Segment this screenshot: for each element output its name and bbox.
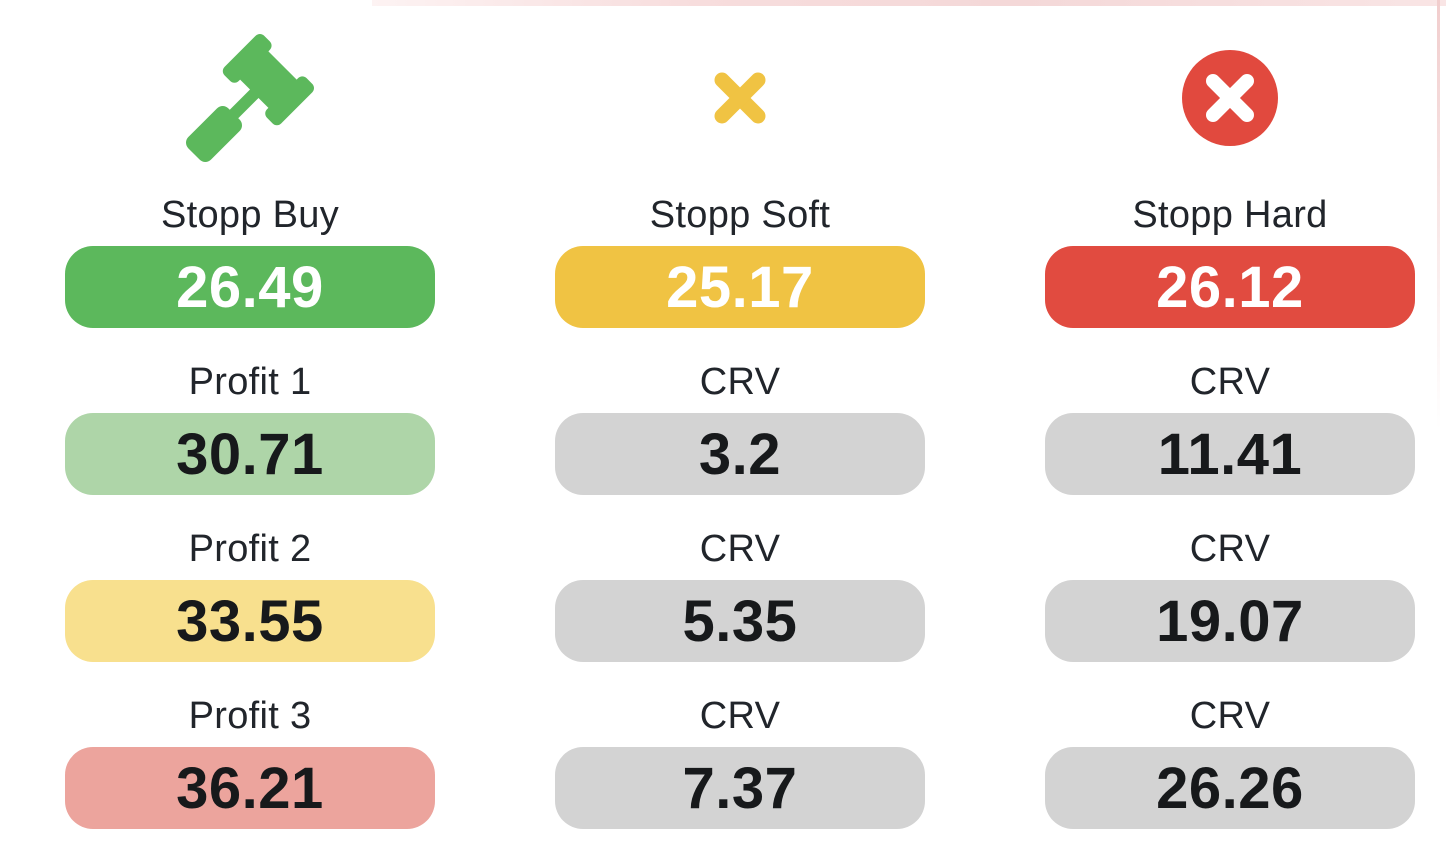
profit-1-value-pill: 30.71: [65, 413, 435, 495]
metric-group-crv-6: CRV 26.26: [1045, 695, 1415, 829]
stop-profit-panel: Stopp Buy 26.49 Profit 1 30.71 Profit 2 …: [5, 0, 1446, 842]
stopp-hard-value-pill: 26.12: [1045, 246, 1415, 328]
profit-2-value-pill: 33.55: [65, 580, 435, 662]
metric-group-crv-4: CRV 11.41: [1045, 361, 1415, 495]
metric-group-crv-2: CRV 5.35: [555, 528, 925, 662]
crv-value-pill: 3.2: [555, 413, 925, 495]
stopp-buy-value-pill: 26.49: [65, 246, 435, 328]
x-icon: [709, 28, 771, 168]
metric-group-stopp-hard: Stopp Hard 26.12: [1045, 194, 1415, 328]
gavel-icon-svg: [186, 34, 314, 162]
metric-label: CRV: [699, 528, 781, 570]
metric-label: CRV: [1189, 361, 1271, 403]
circle-x-icon-svg: [1182, 50, 1278, 146]
gavel-icon: [186, 28, 314, 168]
metric-label: CRV: [699, 695, 781, 737]
metric-label: CRV: [1189, 695, 1271, 737]
metric-group-crv-1: CRV 3.2: [555, 361, 925, 495]
x-icon-svg: [714, 72, 766, 124]
crv-value-pill: 5.35: [555, 580, 925, 662]
metric-group-stopp-soft: Stopp Soft 25.17: [555, 194, 925, 328]
crv-value-pill: 19.07: [1045, 580, 1415, 662]
stopp-soft-value-pill: 25.17: [555, 246, 925, 328]
metric-label: Stopp Buy: [160, 194, 340, 236]
metric-label: Stopp Soft: [649, 194, 831, 236]
metric-label: Profit 2: [188, 528, 312, 570]
column-stopp-soft: Stopp Soft 25.17 CRV 3.2 CRV 5.35 CRV 7.…: [495, 28, 985, 842]
column-stopp-hard: Stopp Hard 26.12 CRV 11.41 CRV 19.07 CRV…: [985, 28, 1446, 842]
metric-group-profit-2: Profit 2 33.55: [65, 528, 435, 662]
profit-3-value-pill: 36.21: [65, 747, 435, 829]
crv-value-pill: 26.26: [1045, 747, 1415, 829]
metric-label: Stopp Hard: [1132, 194, 1328, 236]
metric-group-crv-5: CRV 19.07: [1045, 528, 1415, 662]
column-stopp-buy: Stopp Buy 26.49 Profit 1 30.71 Profit 2 …: [5, 28, 495, 842]
metric-group-profit-3: Profit 3 36.21: [65, 695, 435, 829]
metric-label: Profit 3: [188, 695, 312, 737]
metric-label: CRV: [699, 361, 781, 403]
crv-value-pill: 11.41: [1045, 413, 1415, 495]
metric-group-stopp-buy: Stopp Buy 26.49: [65, 194, 435, 328]
metric-label: CRV: [1189, 528, 1271, 570]
crv-value-pill: 7.37: [555, 747, 925, 829]
metric-group-profit-1: Profit 1 30.71: [65, 361, 435, 495]
metric-group-crv-3: CRV 7.37: [555, 695, 925, 829]
circle-x-icon: [1182, 28, 1278, 168]
metric-label: Profit 1: [188, 361, 312, 403]
